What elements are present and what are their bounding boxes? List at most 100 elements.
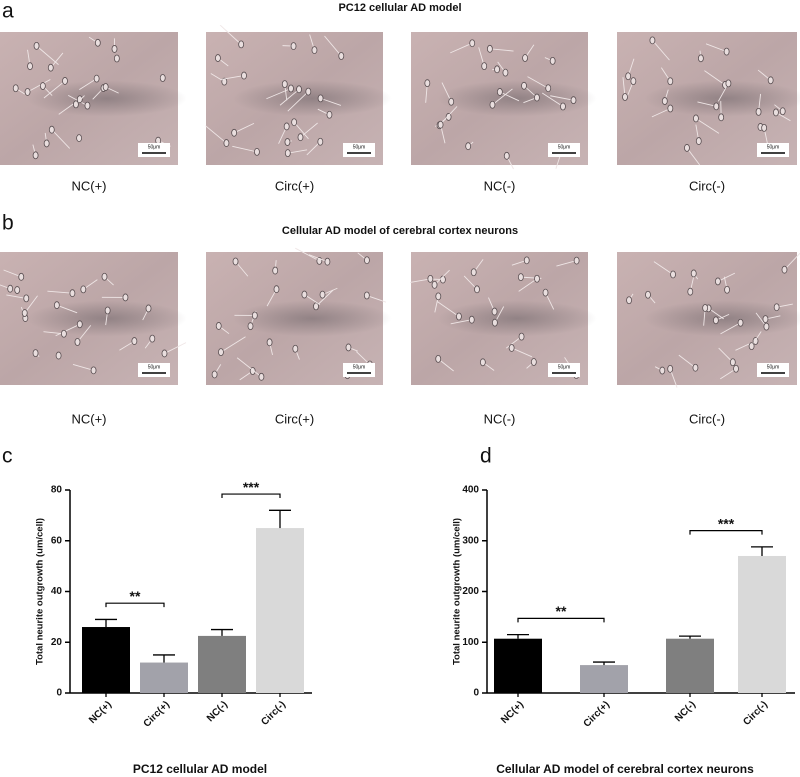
cell-body	[76, 95, 83, 104]
cell-body	[296, 85, 302, 94]
image-label: Circ(+)	[275, 178, 314, 193]
cell-body	[301, 290, 308, 299]
image-label: NC(+)	[71, 411, 106, 426]
cell-body	[12, 84, 19, 93]
micrograph: 50μm	[0, 32, 187, 165]
cell-body	[534, 274, 540, 283]
cell-body	[502, 68, 509, 77]
micrograph: 50μm	[205, 24, 392, 165]
cell-body	[667, 77, 674, 86]
cell-body	[534, 93, 540, 102]
x-tick-label: NC(-)	[205, 699, 230, 724]
panel-letter: c	[2, 445, 13, 468]
neurite	[704, 70, 726, 86]
cell-body	[491, 307, 498, 316]
y-tick-label: 20	[51, 637, 63, 648]
y-tick-label: 400	[462, 485, 479, 496]
cell-body	[659, 366, 666, 375]
scale-bar-text: 50μm	[353, 364, 366, 370]
neurite	[556, 260, 577, 267]
cell-body	[305, 87, 312, 96]
micrograph-shadow	[232, 300, 392, 337]
cell-body	[84, 101, 91, 110]
scale-bar-text: 50μm	[148, 144, 161, 150]
cell-body	[211, 370, 218, 379]
cell-body	[231, 128, 238, 137]
cell-body	[424, 79, 431, 88]
cell-body	[427, 274, 434, 283]
cell-body	[479, 358, 486, 367]
cell-body	[338, 52, 345, 60]
cell-body	[254, 148, 260, 156]
cell-body	[690, 269, 697, 278]
micrograph: 50μm	[617, 32, 800, 166]
cell-body	[695, 137, 702, 145]
y-tick-label: 60	[51, 535, 63, 546]
cell-body	[762, 315, 769, 323]
neurite	[410, 278, 431, 283]
cell-body	[80, 285, 87, 294]
cell-body	[767, 76, 774, 85]
cell-body	[161, 349, 168, 358]
micrograph-shadow	[644, 300, 800, 337]
cell-body	[508, 344, 515, 352]
neurite	[219, 24, 242, 45]
cell-body	[21, 309, 28, 317]
cell-body	[503, 151, 510, 160]
panel-letter: d	[480, 445, 492, 468]
neurite	[518, 278, 538, 292]
cell-body	[62, 77, 68, 85]
cell-body	[149, 334, 156, 343]
micrograph-shadow	[437, 300, 597, 337]
cell-body	[319, 290, 326, 299]
cell-body	[69, 289, 76, 298]
neurite	[220, 336, 246, 353]
y-axis-label: Total neurite outgrowth (um/cell)	[35, 518, 46, 665]
cell-body	[702, 304, 709, 312]
cell-body	[113, 54, 120, 63]
neurite	[56, 304, 78, 314]
cell-body	[530, 358, 537, 366]
cell-body	[291, 118, 298, 127]
cell-body	[363, 291, 370, 300]
neurite	[720, 322, 741, 335]
cell-body	[437, 120, 444, 129]
neurite	[320, 97, 342, 106]
neurite	[55, 323, 80, 337]
significance-bracket	[105, 602, 165, 608]
neurite	[489, 48, 514, 52]
cell-body	[223, 139, 230, 147]
neurite	[220, 75, 245, 81]
neurite	[717, 272, 736, 282]
cell-body	[218, 348, 224, 357]
neurite	[541, 92, 564, 107]
cell-body	[542, 288, 549, 297]
cell-body	[101, 272, 108, 281]
cell-body	[215, 322, 222, 330]
x-tick-label: NC(+)	[87, 699, 114, 726]
significance-bracket	[517, 617, 605, 623]
cell-body	[283, 122, 290, 131]
neurite	[27, 79, 51, 93]
neurite	[450, 319, 472, 325]
cell-body	[32, 151, 39, 160]
cell-body	[470, 268, 477, 277]
cell-body	[364, 256, 370, 265]
cell-body	[23, 294, 30, 303]
x-tick-label: Circ(+)	[142, 699, 172, 729]
cell-body	[272, 266, 279, 275]
cell-body	[32, 349, 39, 358]
neurite	[266, 88, 292, 100]
neurite	[434, 269, 450, 286]
cell-body	[215, 54, 221, 62]
bar	[82, 627, 130, 693]
cell-body	[288, 84, 294, 93]
x-tick-label: NC(-)	[673, 699, 698, 724]
significance-label: ***	[718, 515, 735, 531]
image-label: NC(+)	[71, 178, 106, 193]
cell-body	[324, 257, 331, 266]
cell-body	[73, 100, 79, 109]
cell-body	[251, 311, 258, 320]
cell-body	[273, 285, 280, 294]
neurite	[324, 35, 342, 57]
